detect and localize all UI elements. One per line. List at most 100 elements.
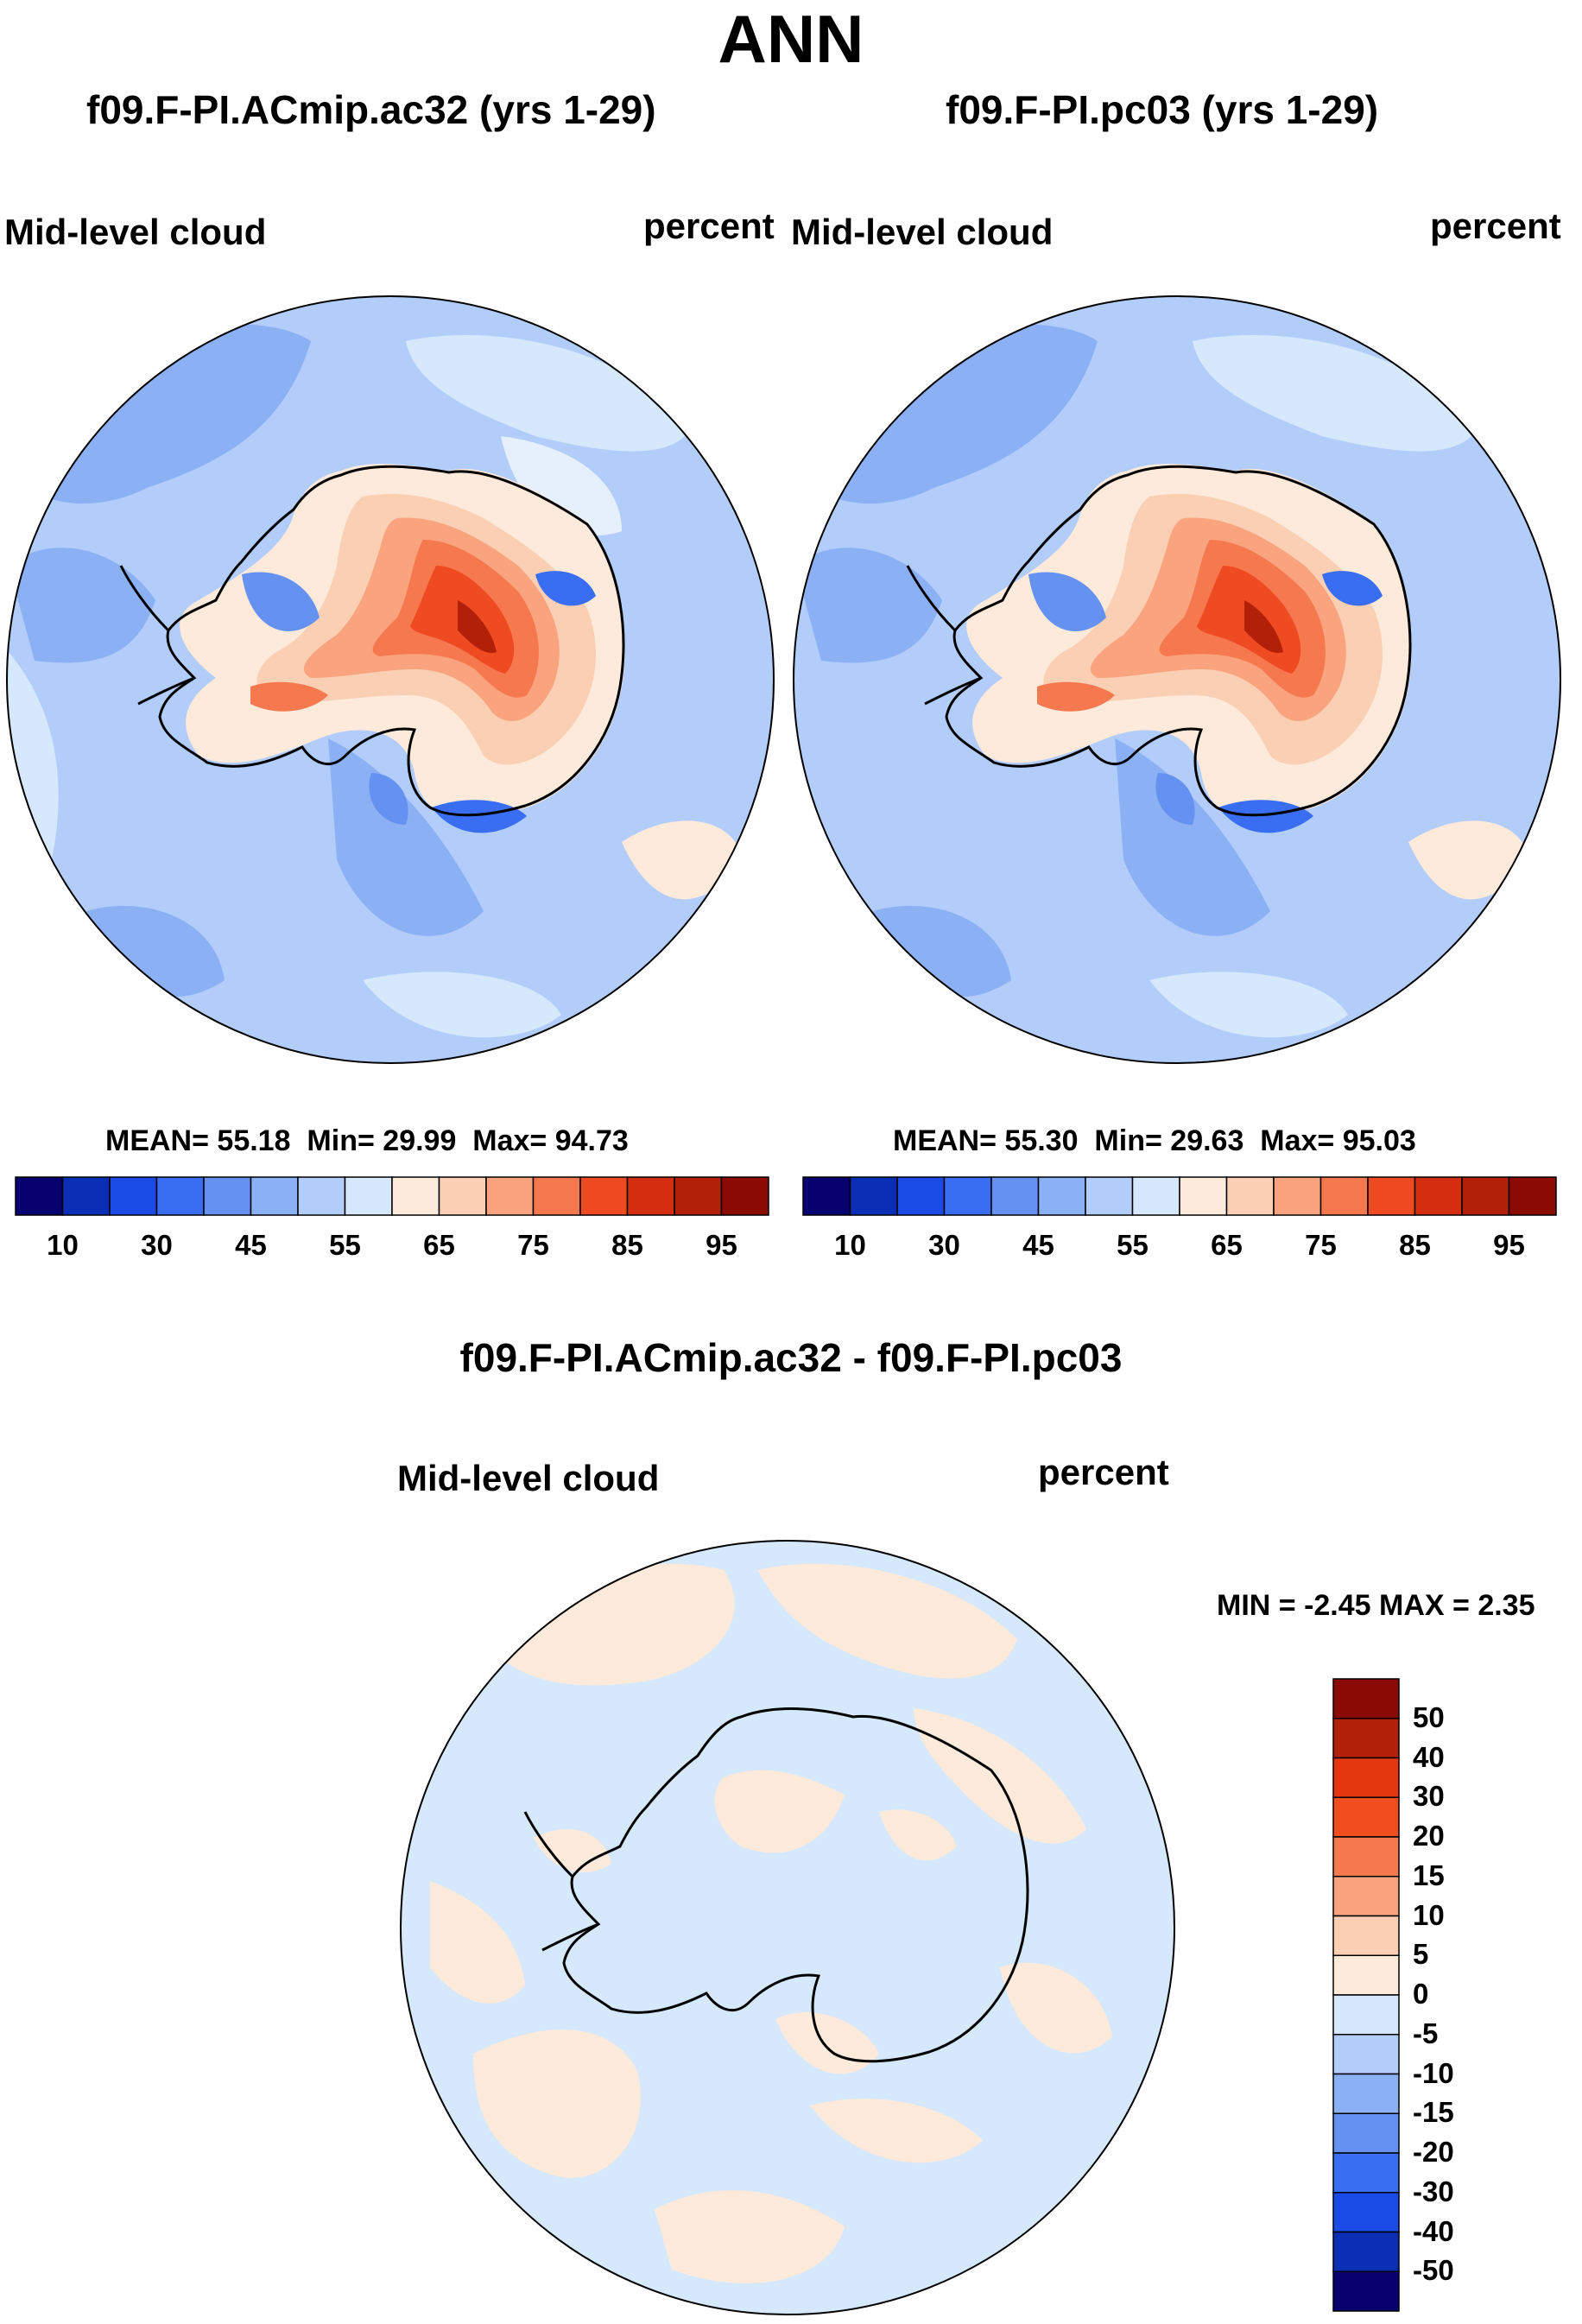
panel1-case-title: f09.F-PI.ACmip.ac32 (yrs 1-29) <box>86 87 656 132</box>
map-region <box>1149 972 1348 1038</box>
panel1-variable-label: Mid-level cloud <box>4 212 267 252</box>
panel2-units-label: percent <box>1430 206 1561 246</box>
map-region <box>458 600 497 653</box>
colorbar-tick-label: 40 <box>1413 1740 1445 1773</box>
antarctica-coastline <box>945 465 1412 817</box>
colorbar-swatch <box>674 1176 723 1216</box>
colorbar-tick-label: 75 <box>517 1229 549 1261</box>
max-value: 95.03 <box>1342 1124 1416 1157</box>
colorbar-swatch <box>391 1176 440 1216</box>
difference-variable-label: Mid-level cloud <box>397 1458 660 1498</box>
colorbar-swatch <box>1085 1176 1134 1216</box>
colorbar-swatch <box>1332 1757 1400 1798</box>
colorbar-swatch <box>1332 2152 1400 2194</box>
difference-units-label: percent <box>1038 1452 1169 1492</box>
panel2-case-title: f09.F-PI.pc03 (yrs 1-29) <box>946 87 1379 132</box>
map-region <box>242 572 320 631</box>
colorbar-swatch <box>1273 1176 1322 1216</box>
colorbar-tick-label: 10 <box>1413 1898 1445 1931</box>
map-region <box>482 1563 735 1686</box>
map-region <box>1218 800 1313 833</box>
colorbar-swatch <box>990 1176 1040 1216</box>
colorbar-tick-label: 95 <box>1493 1229 1525 1261</box>
colorbar-swatch <box>1332 1994 1400 2036</box>
colorbar-tick-label: 0 <box>1413 1978 1429 2010</box>
colorbar-swatch <box>896 1176 946 1216</box>
colorbar-tick-label: 50 <box>1413 1700 1445 1733</box>
peninsula-coastline <box>906 565 982 706</box>
map-region <box>432 800 527 833</box>
map-region <box>1155 773 1195 825</box>
colorbar-swatch <box>720 1176 769 1216</box>
colorbar-tick-label: 30 <box>928 1229 960 1261</box>
colorbar-tick-label: 55 <box>1117 1229 1149 1261</box>
panel2-colorbar <box>802 1176 1557 1216</box>
map-region <box>16 528 32 552</box>
map-region <box>328 738 484 936</box>
colorbar-swatch <box>1332 1954 1400 1996</box>
colorbar-swatch <box>1332 1796 1400 1838</box>
map-region <box>363 972 561 1038</box>
difference-title: f09.F-PI.ACmip.ac32 - f09.F-PI.pc03 <box>459 1335 1123 1380</box>
map-region <box>775 2012 879 2074</box>
panel2-variable-label: Mid-level cloud <box>791 212 1054 252</box>
map-region <box>873 905 1011 997</box>
colorbar-swatch <box>1131 1176 1180 1216</box>
colorbar-tick-label: 85 <box>611 1229 643 1261</box>
colorbar-tick-label: -40 <box>1413 2214 1454 2247</box>
colorbar-tick-label: 10 <box>47 1229 79 1261</box>
colorbar-swatch <box>1367 1176 1416 1216</box>
colorbar-swatch <box>1332 1915 1400 1956</box>
colorbar-swatch <box>109 1176 158 1216</box>
map-region <box>369 773 408 825</box>
colorbar-swatch <box>250 1176 299 1216</box>
map-region <box>1408 820 1529 900</box>
colorbar-swatch <box>849 1176 898 1216</box>
colorbar-swatch <box>802 1176 851 1216</box>
difference-colorbar <box>1332 1678 1400 2312</box>
colorbar-swatch <box>1319 1176 1369 1216</box>
colorbar-swatch <box>532 1176 581 1216</box>
colorbar-swatch <box>344 1176 393 1216</box>
colorbar-swatch <box>1508 1176 1557 1216</box>
colorbar-swatch <box>1332 2192 1400 2233</box>
map-region <box>1322 571 1383 606</box>
colorbar-tick-label: 55 <box>329 1229 361 1261</box>
map-region <box>655 2190 845 2283</box>
peninsula-coastline <box>119 565 195 706</box>
panel1-map <box>6 295 775 1064</box>
max-label: Max= <box>1260 1124 1335 1157</box>
min-value: 29.63 <box>1170 1124 1244 1157</box>
colorbar-tick-label: 15 <box>1413 1859 1445 1891</box>
colorbar-swatch <box>1225 1176 1275 1216</box>
max-label: Max= <box>472 1124 547 1157</box>
colorbar-swatch <box>155 1176 205 1216</box>
mean-label: MEAN= <box>105 1124 209 1157</box>
colorbar-tick-label: 85 <box>1399 1229 1431 1261</box>
map-region <box>1244 600 1283 653</box>
colorbar-swatch <box>1332 1718 1400 1759</box>
mean-label: MEAN= <box>893 1124 997 1157</box>
map-region <box>1115 738 1270 936</box>
map-region <box>914 1708 1086 1844</box>
map-region <box>795 548 942 663</box>
map-boundary <box>400 1540 1175 2315</box>
colorbar-swatch <box>626 1176 675 1216</box>
min-label: Min= <box>1094 1124 1162 1157</box>
colorbar-swatch <box>579 1176 629 1216</box>
colorbar-tick-label: 30 <box>1413 1780 1445 1813</box>
colorbar-tick-label: 65 <box>423 1229 455 1261</box>
map-region <box>86 905 225 997</box>
min-value: 29.99 <box>383 1124 457 1157</box>
colorbar-swatch <box>1414 1176 1463 1216</box>
map-region <box>714 1770 845 1853</box>
map-region <box>622 820 743 900</box>
map-boundary <box>6 295 775 1064</box>
map-region <box>758 1563 1017 1679</box>
panel1-units-label: percent <box>643 206 775 246</box>
colorbar-tick-label: 75 <box>1305 1229 1337 1261</box>
mean-value: 55.18 <box>217 1124 291 1157</box>
map-region <box>430 1881 525 2004</box>
peninsula-coastline <box>523 1811 599 1952</box>
colorbar-tick-label: 20 <box>1413 1820 1445 1852</box>
